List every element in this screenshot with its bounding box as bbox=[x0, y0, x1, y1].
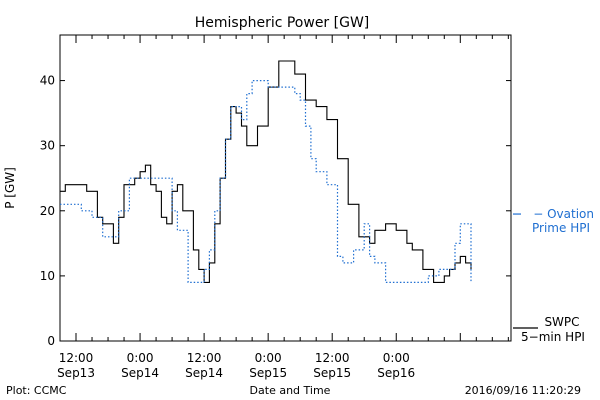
y-axis-label: P [GW] bbox=[3, 167, 17, 209]
y-tick-label: 10 bbox=[40, 269, 55, 283]
legend-label-ovation-2: Prime HPI bbox=[532, 221, 590, 235]
x-tick-time-label: 0:00 bbox=[127, 351, 154, 365]
legend-label-swpc: SWPC bbox=[544, 315, 579, 329]
legend-label-swpc-2: 5−min HPI bbox=[521, 330, 585, 344]
y-tick-label: 0 bbox=[47, 334, 55, 348]
x-axis-label: Date and Time bbox=[250, 384, 331, 397]
x-tick-time-label: 0:00 bbox=[383, 351, 410, 365]
x-tick-time-label: 12:00 bbox=[315, 351, 350, 365]
y-tick-label: 20 bbox=[40, 204, 55, 218]
plot-area bbox=[59, 34, 512, 342]
y-axis: 0 10 20 30 40 bbox=[40, 74, 511, 348]
x-tick-date-label: Sep15 bbox=[313, 366, 351, 380]
chart-title: Hemispheric Power [GW] bbox=[195, 15, 370, 31]
plot-timestamp: 2016/09/16 11:20:29 bbox=[465, 384, 581, 397]
x-tick-date-label: Sep14 bbox=[185, 366, 223, 380]
x-tick-time-label: 0:00 bbox=[255, 351, 282, 365]
x-tick-date-label: Sep13 bbox=[57, 366, 95, 380]
x-tick-date-label: Sep14 bbox=[121, 366, 159, 380]
x-tick-time-label: 12:00 bbox=[187, 351, 222, 365]
y-tick-label: 40 bbox=[40, 74, 55, 88]
x-tick-time-label: 12:00 bbox=[59, 351, 94, 365]
plot-credit: Plot: CCMC bbox=[6, 384, 67, 397]
x-tick-date-label: Sep15 bbox=[249, 366, 287, 380]
x-tick-date-label: Sep16 bbox=[377, 366, 415, 380]
x-axis: 12:00Sep130:00Sep1412:00Sep140:00Sep1512… bbox=[57, 35, 509, 380]
y-tick-label: 30 bbox=[40, 139, 55, 153]
series-lines bbox=[60, 60, 472, 283]
series-line-ovation-prime-hpi bbox=[60, 80, 472, 283]
legend-label-ovation: − Ovation bbox=[533, 207, 594, 221]
